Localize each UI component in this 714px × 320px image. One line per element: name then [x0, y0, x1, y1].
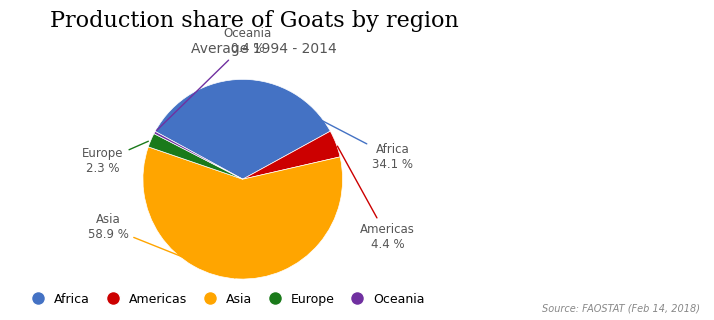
Wedge shape: [243, 131, 340, 179]
Text: Source: FAOSTAT (Feb 14, 2018): Source: FAOSTAT (Feb 14, 2018): [542, 304, 700, 314]
Wedge shape: [155, 79, 331, 179]
Text: Americas
4.4 %: Americas 4.4 %: [338, 146, 415, 251]
Text: Production share of Goats by region: Production share of Goats by region: [50, 10, 458, 32]
Text: Average 1994 - 2014: Average 1994 - 2014: [191, 42, 337, 56]
Text: Europe
2.3 %: Europe 2.3 %: [82, 141, 149, 175]
Legend: Africa, Americas, Asia, Europe, Oceania: Africa, Americas, Asia, Europe, Oceania: [21, 288, 430, 310]
Text: Africa
34.1 %: Africa 34.1 %: [245, 81, 413, 171]
Text: Asia
58.9 %: Asia 58.9 %: [88, 213, 235, 278]
Wedge shape: [143, 147, 343, 279]
Wedge shape: [154, 132, 243, 179]
Text: Oceania
0.4 %: Oceania 0.4 %: [156, 28, 272, 131]
Wedge shape: [149, 133, 243, 179]
